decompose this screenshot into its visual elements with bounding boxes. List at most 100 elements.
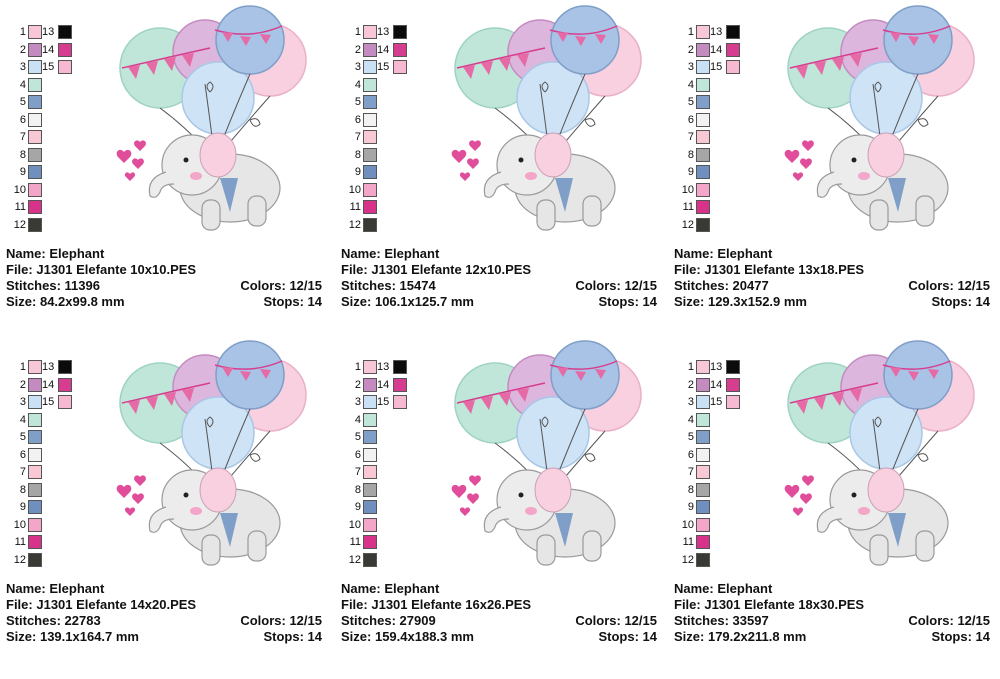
color-index: 9 (687, 166, 694, 178)
elephant (816, 467, 949, 566)
color-swatch (28, 447, 42, 462)
color-index: 12 (681, 553, 694, 566)
color-swatch (696, 147, 710, 162)
color-index: 1 (19, 26, 26, 38)
color-swatch (28, 217, 42, 232)
elephant-balloons-artwork (116, 5, 307, 231)
colors-value: 12/15 (289, 278, 322, 293)
color-swatch (28, 95, 42, 109)
color-index: 11 (14, 201, 26, 213)
color-swatch (363, 517, 377, 532)
color-swatch (58, 360, 72, 374)
size-value: 84.2x99.8 mm (39, 294, 125, 309)
color-swatch (363, 217, 377, 232)
file-label: File: (6, 597, 33, 612)
color-index: 4 (687, 413, 694, 426)
color-swatch (28, 412, 42, 427)
file-value: J1301 Elefante 12x10.PES (371, 262, 532, 277)
stops-value: 14 (642, 294, 657, 309)
color-swatch (363, 182, 377, 197)
balloon-blue (215, 5, 285, 75)
stitches-label: Stitches: (6, 278, 61, 293)
color-swatch (726, 360, 740, 374)
color-swatch (696, 60, 710, 74)
stops-label: Stops: (931, 294, 972, 309)
color-swatch (696, 377, 710, 392)
balloon-blue (883, 340, 953, 410)
color-index: 3 (354, 396, 361, 408)
file-value: J1301 Elefante 16x26.PES (371, 597, 532, 612)
color-swatch (28, 182, 42, 197)
color-swatch (363, 200, 377, 214)
color-swatch (696, 182, 710, 197)
colors-label: Colors: (908, 278, 954, 293)
colors-value: 12/15 (957, 278, 990, 293)
color-index: 10 (13, 518, 26, 531)
stitches-label: Stitches: (674, 278, 729, 293)
bunting-left (121, 382, 211, 414)
design-info: Name: Elephant File: J1301 Elefante 10x1… (6, 246, 322, 310)
color-swatch (28, 42, 42, 57)
design-panel: 1 13 2 14 3 15 4 5 6 7 8 9 10 11 12 (335, 335, 665, 665)
elephant-balloons-artwork (451, 5, 642, 231)
size-label: Size: (341, 294, 372, 309)
color-index: 4 (354, 78, 361, 91)
color-index: 5 (19, 431, 26, 443)
color-index: 4 (19, 413, 26, 426)
color-index: 3 (687, 396, 694, 408)
color-index: 2 (687, 43, 694, 56)
color-index: 12 (348, 553, 361, 566)
colors-label: Colors: (240, 613, 286, 628)
size-label: Size: (6, 629, 37, 644)
color-index: 15 (377, 61, 390, 73)
color-index: 14 (377, 378, 390, 391)
color-swatch (363, 165, 377, 179)
balloon-blue (550, 340, 620, 410)
color-index: 11 (682, 536, 694, 548)
color-index: 2 (19, 43, 26, 56)
color-swatch (393, 42, 407, 57)
stops-value: 14 (307, 294, 322, 309)
colors-value: 12/15 (624, 613, 657, 628)
size-label: Size: (341, 629, 372, 644)
color-index: 4 (19, 78, 26, 91)
color-swatch (696, 395, 710, 409)
color-index: 6 (687, 113, 694, 126)
name-label: Name: (341, 246, 381, 261)
color-index: 8 (354, 148, 361, 161)
name-label: Name: (6, 246, 46, 261)
color-index: 6 (354, 448, 361, 461)
color-index: 2 (19, 378, 26, 391)
color-swatch (28, 147, 42, 162)
color-index: 5 (687, 431, 694, 443)
color-swatch (363, 465, 377, 479)
color-index: 1 (687, 26, 694, 38)
size-label: Size: (674, 629, 705, 644)
color-swatch (28, 77, 42, 92)
color-swatch (696, 165, 710, 179)
color-swatch (696, 517, 710, 532)
bunting-left (789, 382, 879, 414)
colors-label: Colors: (240, 278, 286, 293)
color-swatch (363, 412, 377, 427)
color-index: 6 (19, 113, 26, 126)
color-index: 14 (377, 43, 390, 56)
balloon-blue (883, 5, 953, 75)
design-panel: 1 13 2 14 3 15 4 5 6 7 8 9 10 11 12 (668, 335, 998, 665)
name-value: Elephant (384, 246, 440, 261)
color-swatch (28, 552, 42, 567)
color-swatch (363, 500, 377, 514)
color-swatch (696, 552, 710, 567)
color-swatch (726, 60, 740, 74)
bunting-right (882, 360, 951, 381)
color-swatch (393, 395, 407, 409)
name-value: Elephant (717, 581, 773, 596)
elephant-balloons-artwork (116, 340, 307, 566)
elephant (483, 467, 616, 566)
stitches-label: Stitches: (341, 613, 396, 628)
color-index: 2 (354, 43, 361, 56)
color-index: 15 (42, 396, 55, 408)
color-swatch (363, 112, 377, 127)
color-index: 11 (349, 201, 361, 213)
color-index: 6 (354, 113, 361, 126)
